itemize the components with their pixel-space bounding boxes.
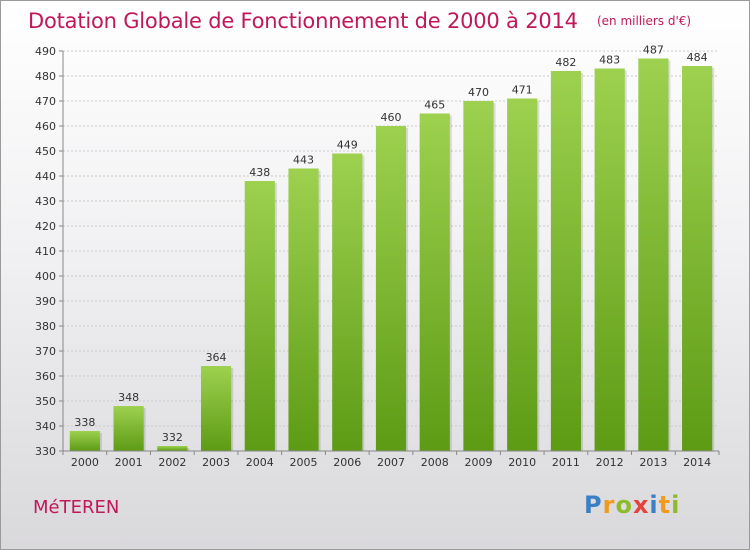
title-row: Dotation Globale de Fonctionnement de 20… [28, 9, 691, 33]
axes: 330 340 350 360 370 380 390 400 410 420 430 440 450 4… [35, 45, 720, 469]
bar-2005 [288, 168, 319, 451]
x-tick-label: 2004 [246, 456, 274, 469]
bar-2003 [200, 366, 232, 451]
bars: 338 348 332 364 438 443 449 460 465 470 471 482 483 4… [69, 44, 715, 451]
bar-2001 [113, 406, 144, 451]
data-label: 348 [118, 391, 139, 404]
bar-2000 [69, 431, 100, 451]
y-tick-label: 470 [35, 95, 56, 108]
y-tick-label: 450 [35, 145, 56, 158]
y-tick-label: 360 [35, 370, 56, 383]
x-tick-label: 2007 [377, 456, 405, 469]
data-label: 471 [512, 84, 533, 97]
y-tick-label: 380 [35, 320, 56, 333]
y-tick-label: 340 [35, 420, 56, 433]
data-label: 484 [687, 51, 708, 64]
x-tick-label: 2001 [115, 456, 143, 469]
x-tick-label: 2002 [158, 456, 186, 469]
y-tick-label: 400 [35, 270, 56, 283]
data-label: 438 [249, 166, 270, 179]
x-tick-label: 2006 [333, 456, 361, 469]
data-label: 483 [599, 54, 620, 67]
commune-name: MéTEREN [33, 497, 120, 518]
data-label: 487 [643, 44, 664, 57]
x-tick-label: 2003 [202, 456, 230, 469]
data-label: 443 [293, 154, 314, 167]
y-tick-label: 330 [35, 445, 56, 458]
data-label: 338 [74, 416, 95, 429]
y-tick-label: 370 [35, 345, 56, 358]
data-label: 332 [162, 431, 183, 444]
y-tick-label: 480 [35, 70, 56, 83]
y-tick-label: 430 [35, 195, 56, 208]
data-label: 449 [337, 139, 358, 152]
bar-2009 [463, 101, 494, 451]
chart-title: Dotation Globale de Fonctionnement de 20… [28, 9, 578, 33]
x-tick-label: 2008 [421, 456, 449, 469]
x-tick-label: 2010 [508, 456, 536, 469]
y-tick-label: 390 [35, 295, 56, 308]
x-tick-label: 2012 [596, 456, 624, 469]
bar-2004 [244, 181, 275, 451]
data-label: 482 [555, 56, 576, 69]
bar-2006 [332, 153, 363, 451]
data-label: 460 [381, 111, 402, 124]
bar-2014 [682, 66, 713, 451]
x-tick-label: 2011 [552, 456, 580, 469]
y-tick-label: 440 [35, 170, 56, 183]
bar-2008 [419, 113, 450, 451]
y-tick-label: 410 [35, 245, 56, 258]
y-tick-label: 420 [35, 220, 56, 233]
proxiti-logo[interactable]: Proxiti [584, 491, 681, 519]
bar-2007 [375, 126, 407, 451]
data-label: 364 [206, 351, 227, 364]
x-tick-label: 2014 [683, 456, 711, 469]
data-label: 470 [468, 86, 489, 99]
y-tick-label: 490 [35, 45, 56, 58]
bar-2013 [638, 58, 669, 451]
bar-2012 [594, 68, 625, 451]
y-tick-label: 460 [35, 120, 56, 133]
bar-2010 [507, 98, 538, 451]
bar-2011 [550, 71, 582, 451]
x-tick-label: 2005 [290, 456, 318, 469]
y-tick-label: 350 [35, 395, 56, 408]
bar-2002 [157, 446, 188, 451]
x-tick-label: 2009 [464, 456, 492, 469]
data-label: 465 [424, 99, 445, 112]
x-tick-label: 2000 [71, 456, 99, 469]
chart-unit: (en milliers d'€) [596, 14, 692, 28]
x-tick-label: 2013 [639, 456, 667, 469]
